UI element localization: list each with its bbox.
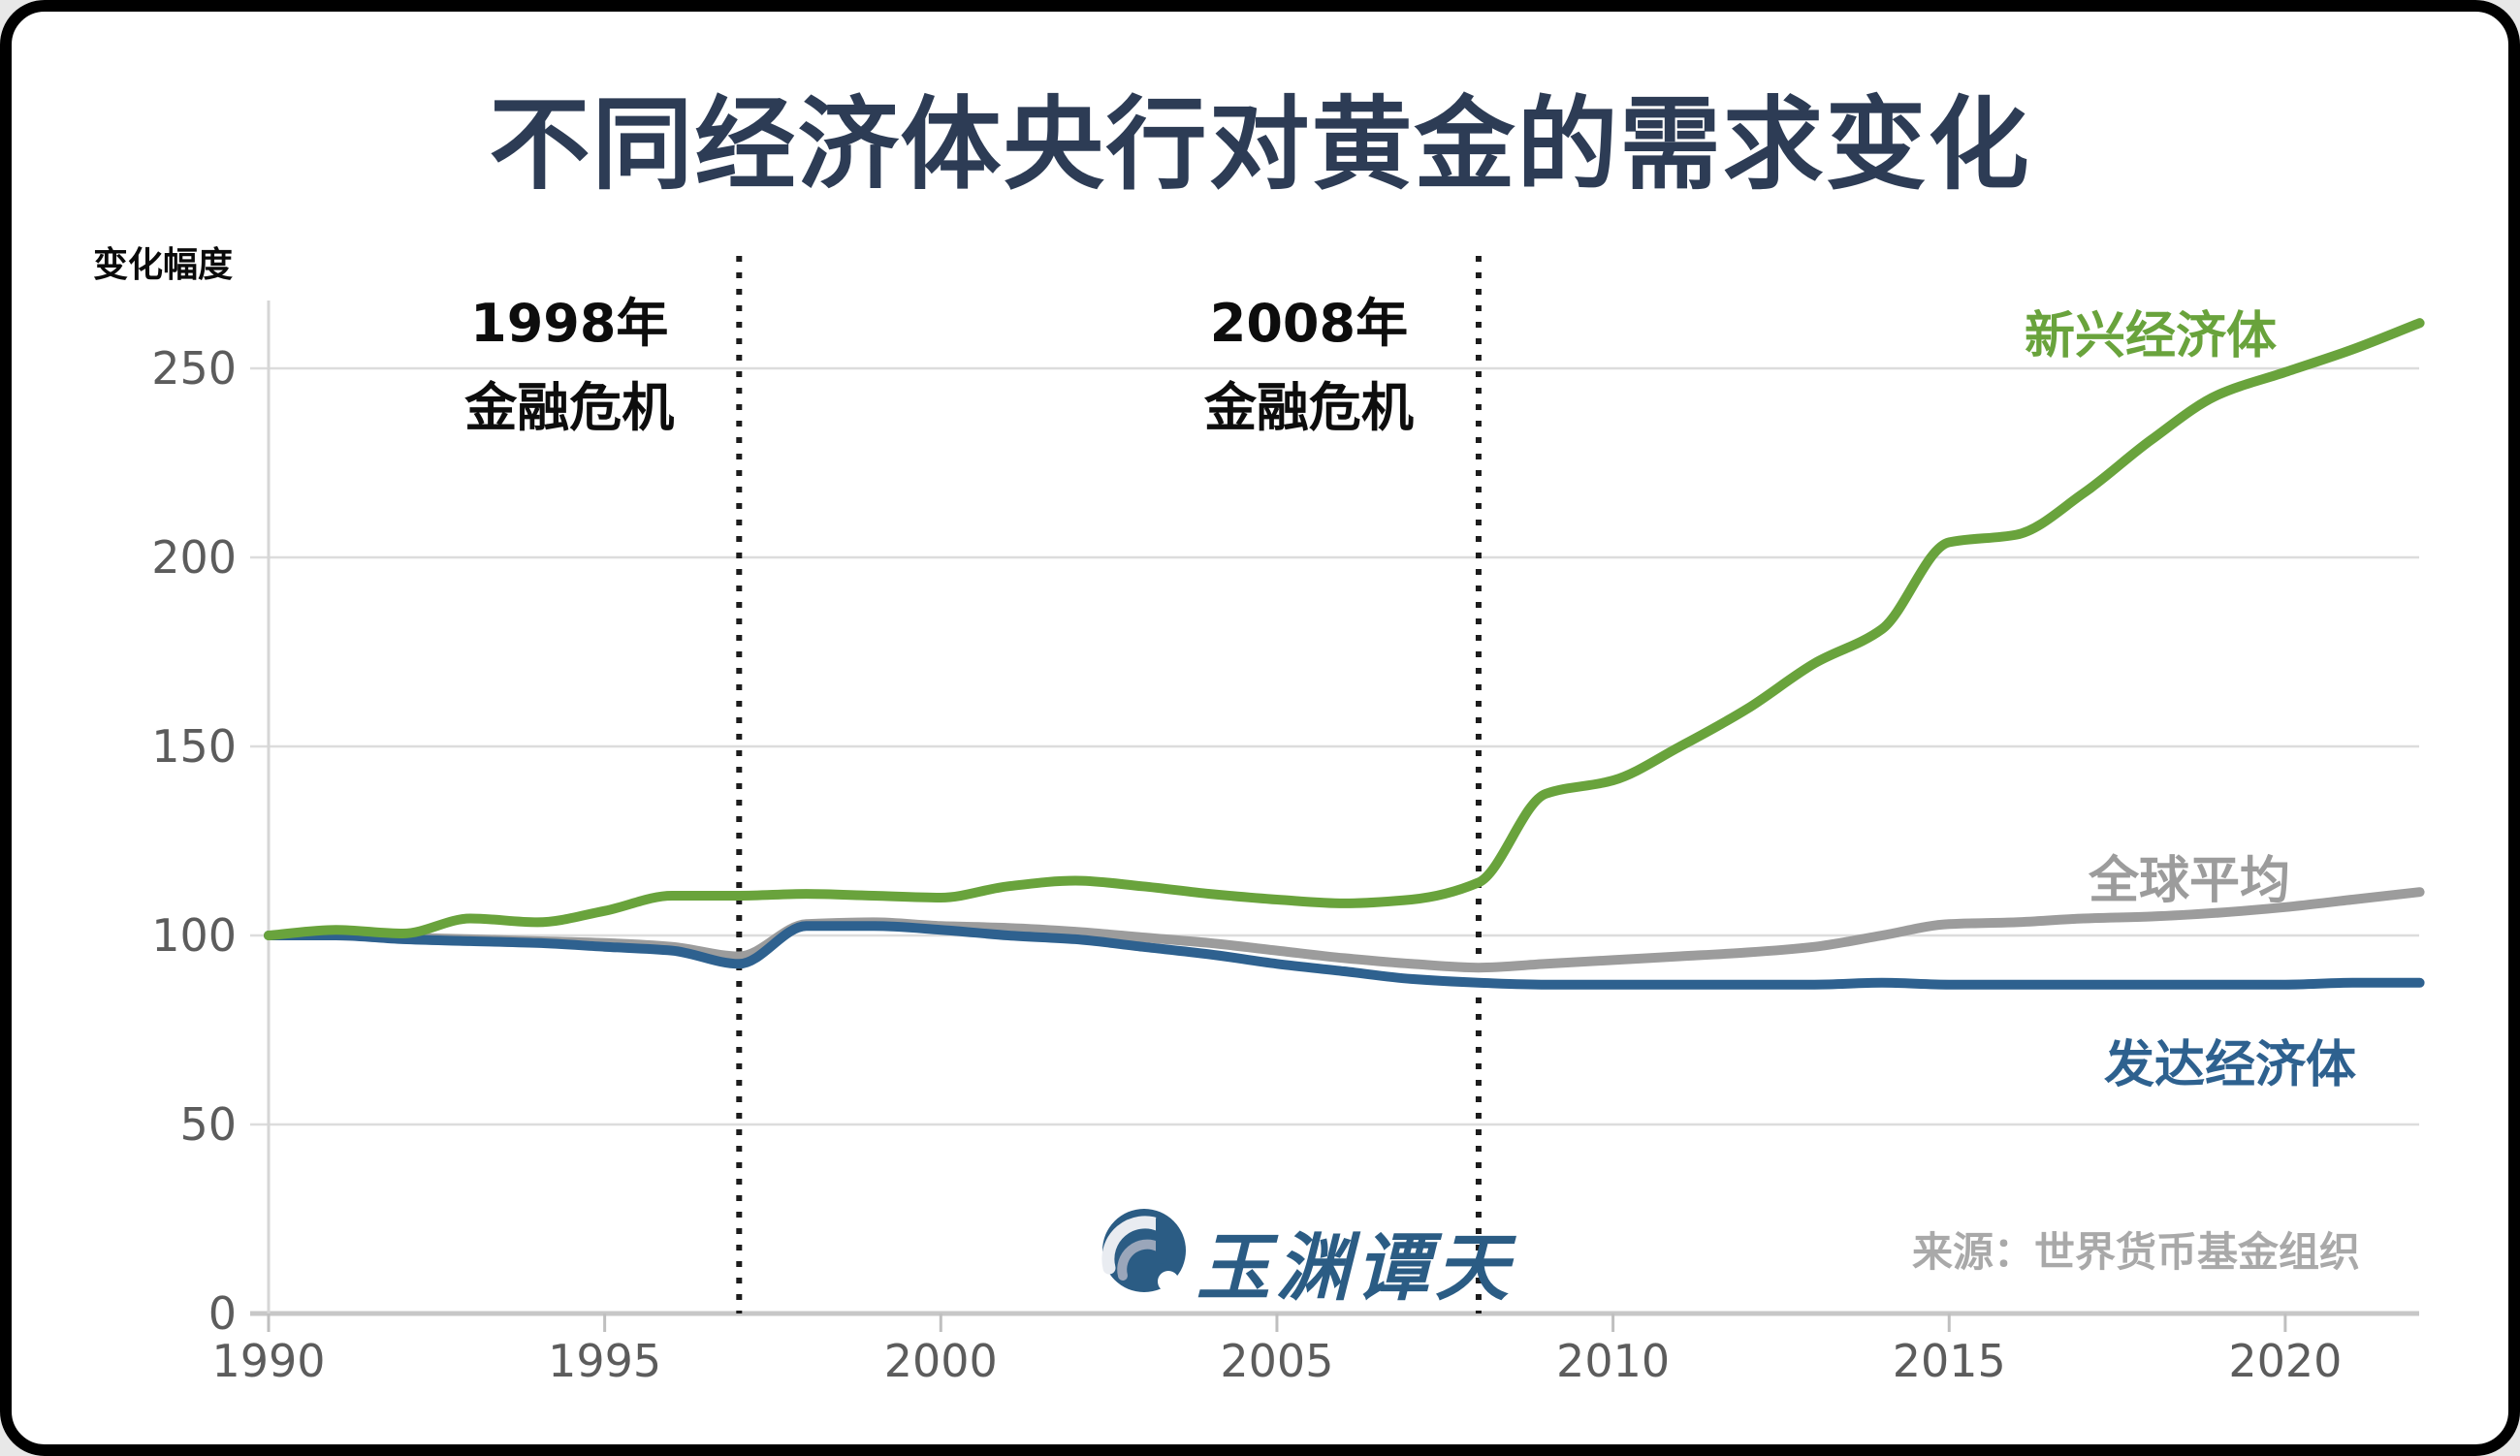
crisis-annotation: 1998年 金融危机: [464, 293, 675, 439]
y-axis-title: 变化幅度: [93, 245, 234, 285]
x-tick-label: 2010: [1556, 1335, 1671, 1387]
series-lines: [264, 318, 2425, 990]
x-tick-label: 2005: [1220, 1335, 1334, 1387]
source-note: 来源：世界货币基金组织: [1912, 1228, 2361, 1276]
y-tick-label: 0: [207, 1287, 237, 1340]
logo-wordmark: 玉渊谭天: [1196, 1224, 1515, 1311]
y-tick-label: 200: [151, 531, 237, 584]
page-title: 不同经济体央行对黄金的需求变化: [489, 85, 2031, 204]
y-tick-label: 100: [151, 909, 237, 962]
x-tick-label: 2015: [1892, 1335, 2006, 1387]
crisis-annotation: 2008年 金融危机: [1203, 293, 1414, 439]
legend-global-average: 全球平均: [2089, 852, 2291, 910]
gridlines: [250, 366, 2419, 1316]
y-tick-label: 250: [151, 342, 237, 395]
legend-developed-economies: 发达经济体: [2104, 1036, 2357, 1094]
crisis-dotted-lines: [736, 256, 1482, 1314]
x-tick-label: 1995: [548, 1335, 662, 1387]
y-tick-label: 150: [151, 720, 237, 773]
y-tick-label: 50: [179, 1098, 237, 1151]
x-tick-label: 1990: [211, 1335, 326, 1387]
logo-mark: [1101, 1209, 1186, 1292]
legend-emerging-economies: 新兴经济体: [2025, 307, 2278, 365]
line-chart: [250, 256, 2425, 1332]
x-tick-label: 2020: [2228, 1335, 2343, 1387]
x-tick-label: 2000: [883, 1335, 998, 1387]
axes: [267, 301, 2287, 1332]
